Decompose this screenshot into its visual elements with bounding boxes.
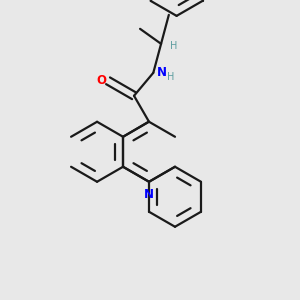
Text: O: O (97, 74, 107, 87)
Text: H: H (170, 40, 177, 51)
Text: H: H (167, 72, 174, 82)
Text: N: N (157, 66, 167, 79)
Text: N: N (144, 188, 154, 201)
